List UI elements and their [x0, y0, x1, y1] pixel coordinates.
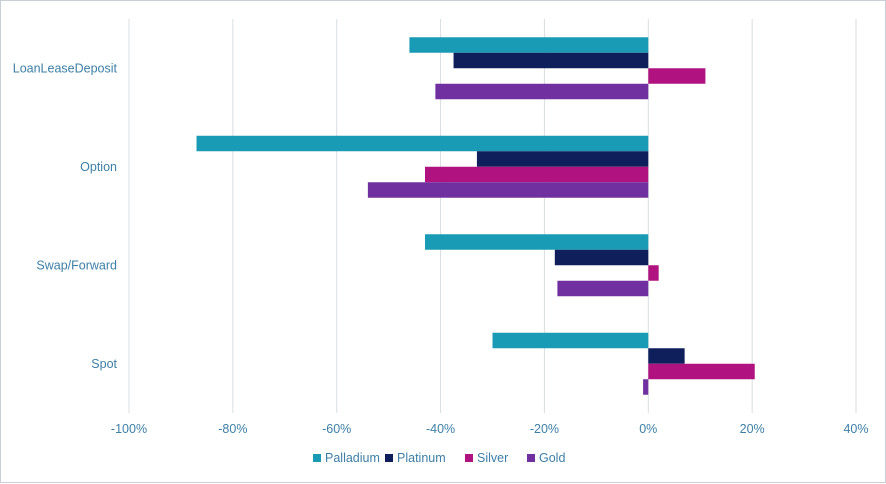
- legend-item-gold: Gold: [527, 451, 565, 465]
- legend-swatch-gold: [527, 454, 535, 462]
- tick-label-2: -60%: [322, 422, 351, 436]
- tick-label-1: -80%: [218, 422, 247, 436]
- tick-label-7: 40%: [843, 422, 868, 436]
- bar-silver-2: [648, 265, 659, 281]
- legend-swatch-palladium: [313, 454, 321, 462]
- legend-swatch-platinum: [385, 454, 393, 462]
- bar-palladium-3: [492, 332, 649, 349]
- legend-item-platinum: Platinum: [385, 451, 446, 465]
- bar-palladium-2: [424, 234, 649, 250]
- bar-platinum-1: [476, 151, 649, 167]
- legend-item-palladium: Palladium: [313, 451, 380, 465]
- tick-label-0: -100%: [111, 422, 147, 436]
- bar-platinum-2: [554, 249, 649, 266]
- bar-gold-3: [643, 379, 649, 395]
- category-label-1: Option: [80, 160, 117, 174]
- tick-label-4: -20%: [530, 422, 559, 436]
- bars: [196, 37, 755, 395]
- legend-label-gold: Gold: [539, 451, 565, 465]
- tick-labels: -100% -80% -60% -40% -20% 0% 20% 40%: [111, 422, 869, 436]
- bar-gold-0: [435, 83, 649, 100]
- legend: Palladium Platinum Silver Gold: [313, 451, 565, 465]
- bar-silver-0: [648, 68, 706, 84]
- bar-palladium-0: [409, 37, 649, 53]
- legend-label-platinum: Platinum: [397, 451, 446, 465]
- bar-palladium-1: [196, 135, 649, 152]
- bar-silver-1: [424, 166, 649, 183]
- legend-swatch-silver: [465, 454, 473, 462]
- tick-label-5: 0%: [639, 422, 657, 436]
- bar-gold-1: [367, 182, 649, 198]
- bar-gold-2: [557, 280, 649, 297]
- tick-label-3: -40%: [426, 422, 455, 436]
- legend-item-silver: Silver: [465, 451, 508, 465]
- bar-platinum-0: [453, 52, 649, 69]
- category-label-3: Spot: [91, 357, 117, 371]
- tick-label-6: 20%: [740, 422, 765, 436]
- legend-label-palladium: Palladium: [325, 451, 380, 465]
- category-labels: LoanLeaseDeposit Option Swap/Forward Spot: [13, 61, 118, 371]
- category-label-0: LoanLeaseDeposit: [13, 61, 118, 75]
- bar-silver-3: [648, 363, 755, 380]
- bar-platinum-3: [648, 348, 685, 364]
- gridlines: [128, 19, 857, 413]
- legend-label-silver: Silver: [477, 451, 508, 465]
- category-label-2: Swap/Forward: [36, 258, 117, 272]
